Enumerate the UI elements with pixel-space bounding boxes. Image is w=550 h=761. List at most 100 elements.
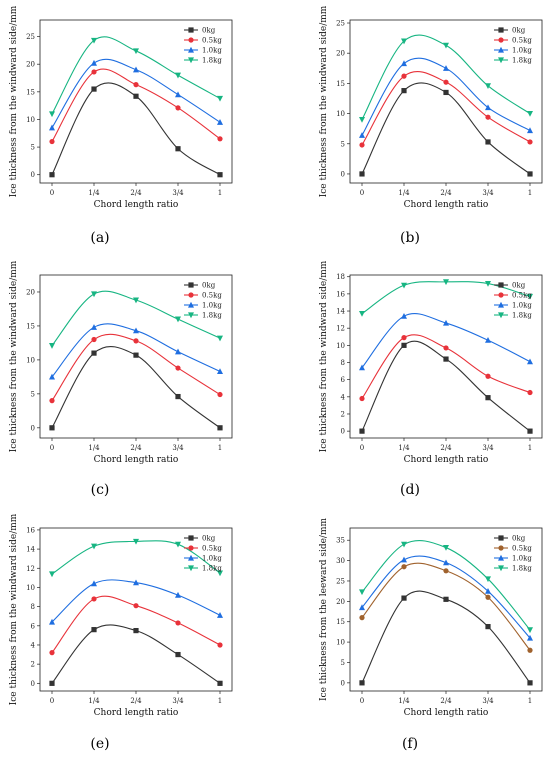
legend-label: 0kg xyxy=(202,282,216,290)
legend-marker xyxy=(188,282,194,288)
x-tick-label: 2/4 xyxy=(130,189,142,197)
data-point-0kg xyxy=(217,425,223,431)
data-point-0kg xyxy=(359,428,365,434)
data-point-1.8kg xyxy=(401,541,407,548)
data-point-1.0kg xyxy=(175,591,181,598)
legend-label: 1.0kg xyxy=(512,302,532,310)
legend-label: 1.8kg xyxy=(202,312,222,320)
chart-panel-e: 0 2 4 6 8 10 12 14 16 0 1/4 2/4 3/4 1 Chord length rat… xyxy=(9,513,233,752)
data-point-0.5kg xyxy=(217,136,223,142)
data-point-1.0kg xyxy=(527,358,533,365)
data-point-1.0kg xyxy=(217,119,223,125)
data-point-1.0kg xyxy=(401,556,407,563)
data-point-1.0kg xyxy=(359,604,365,611)
data-point-0kg xyxy=(527,680,533,686)
y-tick-label: 0 xyxy=(341,679,345,687)
data-point-0.5kg xyxy=(133,82,139,88)
data-point-0.5kg xyxy=(91,596,97,602)
data-point-1.8kg xyxy=(527,627,533,634)
y-tick-label: 10 xyxy=(26,356,35,364)
data-point-0kg xyxy=(401,342,407,348)
legend-marker xyxy=(498,37,504,43)
legend-marker xyxy=(498,535,504,541)
x-tick-label: 2/4 xyxy=(130,444,142,452)
data-point-0kg xyxy=(217,680,223,686)
data-point-1.0kg xyxy=(175,348,181,355)
data-point-1.8kg xyxy=(49,343,55,349)
y-tick-label: 8 xyxy=(341,359,345,367)
x-axis-label: Chord length ratio xyxy=(404,200,489,210)
x-tick-label: 0 xyxy=(360,697,364,705)
legend-label: 1.0kg xyxy=(202,555,222,563)
y-tick-label: 16 xyxy=(26,526,35,534)
data-point-0.5kg xyxy=(401,564,407,570)
x-tick-label: 3/4 xyxy=(172,189,184,197)
legend-label: 1.8kg xyxy=(512,565,532,573)
y-tick-label: 15 xyxy=(336,618,345,626)
x-tick-label: 1/4 xyxy=(88,189,100,197)
data-point-1.8kg xyxy=(527,110,533,117)
legend-marker xyxy=(188,535,194,541)
data-point-0.5kg xyxy=(359,615,365,621)
x-tick-label: 1/4 xyxy=(398,697,410,705)
data-point-1.0kg xyxy=(359,132,365,138)
series-line-0.5kg xyxy=(361,334,531,399)
y-tick-label: 14 xyxy=(26,546,35,554)
series-line-0kg xyxy=(361,590,531,684)
legend-label: 0kg xyxy=(512,282,526,290)
legend-marker xyxy=(188,565,194,572)
y-tick-label: 6 xyxy=(31,622,36,630)
y-tick-label: 5 xyxy=(341,140,345,148)
data-point-0kg xyxy=(485,395,491,401)
series-line-1.8kg xyxy=(51,540,221,575)
data-point-1.0kg xyxy=(443,559,449,566)
y-tick-label: 5 xyxy=(341,659,345,667)
y-tick-label: 4 xyxy=(341,393,346,401)
data-point-1.8kg xyxy=(485,280,491,287)
data-point-1.0kg xyxy=(443,65,449,71)
legend-label: 0.5kg xyxy=(512,545,532,553)
data-point-0.5kg xyxy=(443,568,449,574)
data-point-0.5kg xyxy=(217,642,223,648)
data-point-1.0kg xyxy=(217,368,223,375)
x-tick-label: 1/4 xyxy=(88,444,100,452)
y-tick-label: 14 xyxy=(336,308,345,316)
series-line-0kg xyxy=(51,345,221,429)
data-point-0.5kg xyxy=(49,138,55,145)
x-tick-label: 1/4 xyxy=(398,189,410,197)
legend-marker xyxy=(498,282,504,288)
data-point-0.5kg xyxy=(175,620,181,626)
data-point-0kg xyxy=(217,172,223,178)
y-tick-label: 18 xyxy=(336,273,345,281)
data-point-1.8kg xyxy=(91,291,97,298)
legend-label: 1.8kg xyxy=(512,312,532,320)
data-point-0kg xyxy=(175,651,181,658)
y-axis-label: Ice thickness from the windward side/mm xyxy=(9,5,19,197)
data-point-0kg xyxy=(527,428,533,434)
data-point-0kg xyxy=(133,627,139,634)
data-point-1.8kg xyxy=(401,38,407,45)
data-point-1.8kg xyxy=(91,543,97,550)
data-point-1.0kg xyxy=(443,319,449,326)
data-point-1.0kg xyxy=(359,364,365,371)
y-tick-label: 20 xyxy=(26,288,35,296)
x-axis-label: Chord length ratio xyxy=(404,708,489,718)
data-point-1.8kg xyxy=(359,311,365,317)
data-point-1.0kg xyxy=(91,59,97,66)
legend-label: 0.5kg xyxy=(202,545,222,553)
data-point-1.8kg xyxy=(401,282,407,289)
data-point-1.0kg xyxy=(485,337,491,343)
y-axis-label: Ice thickness from the windward side/mm xyxy=(9,513,19,705)
data-point-0kg xyxy=(359,171,365,177)
y-tick-label: 12 xyxy=(336,325,345,333)
data-point-1.8kg xyxy=(443,544,449,551)
data-point-0kg xyxy=(49,425,55,431)
data-point-0kg xyxy=(359,680,365,686)
data-point-1.8kg xyxy=(485,576,491,583)
data-point-1.0kg xyxy=(527,634,533,641)
y-tick-label: 10 xyxy=(336,342,345,350)
data-point-1.8kg xyxy=(485,83,491,90)
data-point-1.8kg xyxy=(443,42,449,49)
x-tick-label: 3/4 xyxy=(482,444,494,452)
legend-marker xyxy=(188,46,194,53)
